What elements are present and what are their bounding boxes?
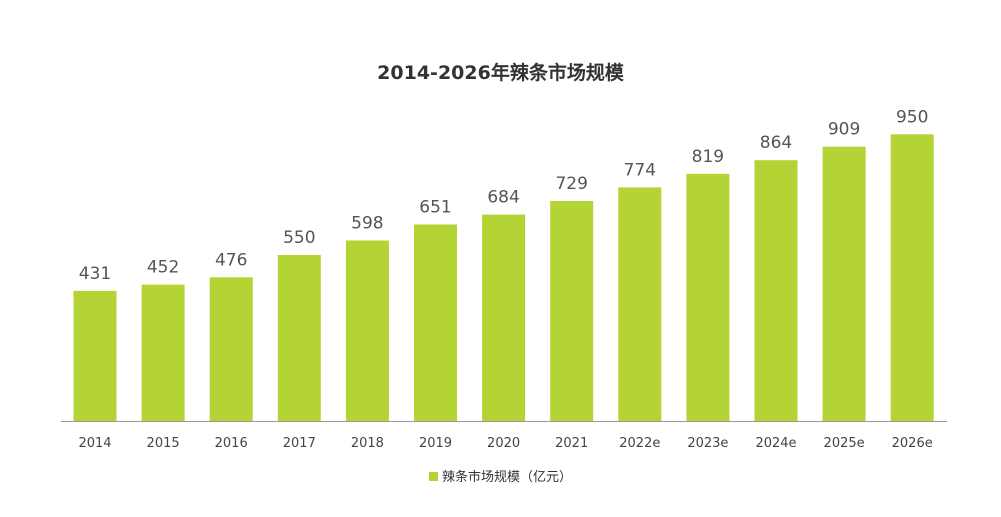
data-label-2016: 476 <box>215 250 247 270</box>
x-tick-label-2021: 2021 <box>555 436 588 451</box>
data-label-2022e: 774 <box>624 160 656 180</box>
bar-2020 <box>482 214 526 421</box>
x-tick-label-2026e: 2026e <box>892 436 933 451</box>
x-tick-label-2024e: 2024e <box>755 436 796 451</box>
legend-swatch <box>428 472 438 481</box>
data-label-2026e: 950 <box>896 107 928 127</box>
data-label-2024e: 864 <box>760 133 792 153</box>
data-label-2015: 452 <box>147 258 179 278</box>
data-label-2021: 729 <box>555 174 587 194</box>
bar-2024e <box>754 160 798 421</box>
bar-2014 <box>73 290 117 421</box>
data-label-2017: 550 <box>283 228 315 248</box>
bar-2026e <box>890 134 934 422</box>
bar-2023e <box>686 173 730 421</box>
bar-2016 <box>209 277 253 421</box>
chart-title: 2014-2026年辣条市场规模 <box>377 62 624 84</box>
bar-2021 <box>550 201 594 421</box>
data-label-2023e: 819 <box>692 147 724 167</box>
x-tick-label-2022e: 2022e <box>619 436 660 451</box>
bar-2019 <box>414 224 457 421</box>
x-tick-label-2023e: 2023e <box>687 436 728 451</box>
x-tick-label-2017: 2017 <box>283 436 316 451</box>
bar-2017 <box>277 255 321 421</box>
x-tick-label-2020: 2020 <box>487 436 520 451</box>
x-tick-label-2015: 2015 <box>147 436 180 451</box>
x-tick-label-2019: 2019 <box>419 436 452 451</box>
legend-label: 辣条市场规模（亿元） <box>441 470 572 485</box>
x-tick-label-2018: 2018 <box>351 436 384 451</box>
bar-2018 <box>345 240 389 421</box>
data-label-2020: 684 <box>487 188 519 208</box>
x-tick-label-2025e: 2025e <box>824 436 865 451</box>
x-tick-label-2016: 2016 <box>215 436 248 451</box>
legend: 辣条市场规模（亿元） <box>0 466 1001 485</box>
data-label-2018: 598 <box>351 214 383 234</box>
data-label-2014: 431 <box>79 264 111 284</box>
bar-2025e <box>822 146 866 421</box>
data-label-2025e: 909 <box>828 120 860 140</box>
bar-2022e <box>618 187 662 421</box>
data-label-2019: 651 <box>419 198 451 218</box>
bar-2015 <box>141 284 185 421</box>
x-tick-label-2014: 2014 <box>78 436 111 451</box>
